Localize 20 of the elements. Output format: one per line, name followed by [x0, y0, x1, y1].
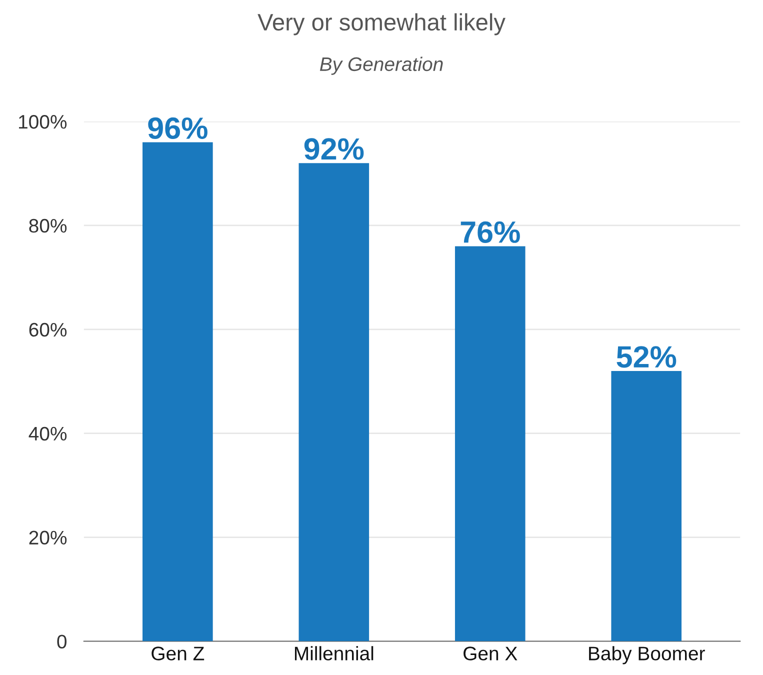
chart-title: Very or somewhat likely — [258, 13, 506, 36]
x-tick-label: Baby Boomer — [589, 646, 705, 664]
y-tick-label: 0 — [57, 634, 67, 648]
data-label: 52% — [616, 346, 676, 368]
y-tick-label: 20% — [29, 530, 67, 545]
bar — [142, 142, 213, 642]
y-tick-label: 100% — [19, 114, 67, 129]
x-tick-label: Gen X — [464, 646, 518, 660]
bar — [454, 246, 526, 642]
y-tick-label: 40% — [28, 426, 67, 441]
x-tick-label: Gen Z — [152, 646, 204, 660]
data-label: 96% — [148, 117, 208, 140]
chart-subtitle: By Generation — [320, 56, 443, 75]
y-tick-label: 60% — [29, 322, 67, 337]
data-label: 92% — [304, 138, 364, 160]
bar — [298, 163, 370, 642]
bar — [611, 370, 682, 642]
x-tick-label: Millennial — [294, 646, 374, 660]
data-label: 76% — [460, 221, 520, 243]
y-tick-label: 80% — [29, 218, 67, 233]
